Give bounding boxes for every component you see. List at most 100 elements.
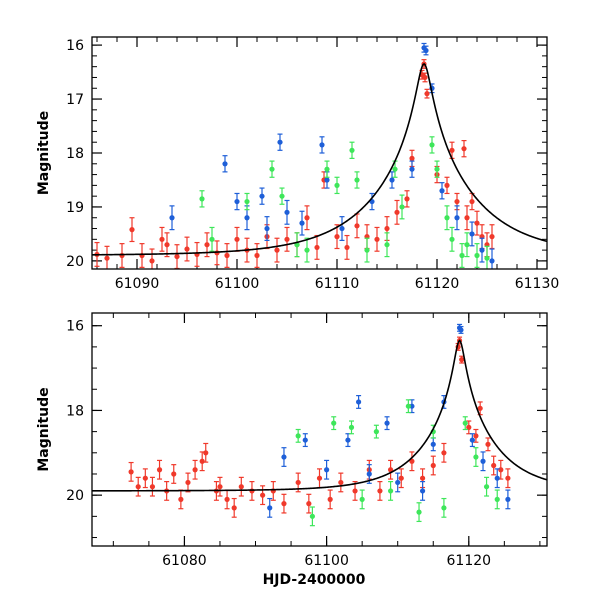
data-point-red [159, 236, 165, 242]
data-point-red [374, 236, 380, 242]
data-point-red [409, 155, 415, 161]
data-point-red [344, 244, 350, 251]
series-green [295, 399, 500, 527]
data-point-blue [267, 505, 273, 511]
data-layer [92, 323, 547, 527]
y-axis-label: Magnitude [36, 387, 52, 471]
data-point-red [281, 501, 287, 507]
y-tick-label: 16 [66, 38, 84, 54]
data-point-red [171, 471, 177, 477]
data-point-red [178, 496, 184, 502]
data-point-red [249, 488, 255, 494]
data-point-green [331, 420, 337, 426]
data-point-red [464, 215, 470, 221]
data-point-blue [469, 437, 475, 443]
data-point-red [314, 244, 320, 251]
data-point-green [434, 166, 440, 172]
data-point-green [199, 196, 205, 202]
data-point-blue [339, 225, 345, 232]
data-point-red [354, 223, 360, 229]
data-point-blue [423, 47, 429, 54]
data-point-blue [324, 467, 330, 473]
data-point-green [473, 454, 479, 460]
data-point-green [429, 142, 435, 148]
data-point-red [449, 147, 455, 153]
data-point-red [204, 242, 210, 248]
data-point-red [338, 479, 344, 486]
data-point-blue [505, 496, 511, 502]
data-point-red [231, 505, 237, 511]
data-point-green [405, 403, 411, 409]
data-point-blue [469, 231, 475, 237]
y-tick-label: 19 [66, 200, 84, 216]
data-point-red [409, 458, 415, 464]
data-point-green [474, 252, 480, 259]
data-point-blue [222, 161, 228, 167]
data-point-red [149, 484, 156, 490]
data-point-green [387, 488, 394, 494]
data-point-red [327, 496, 333, 502]
data-point-blue [264, 225, 270, 232]
data-point-red [217, 484, 223, 490]
data-point-green [494, 496, 500, 502]
data-point-green [441, 505, 447, 511]
data-point-red [192, 467, 198, 473]
data-point-red [129, 227, 135, 233]
y-tick-label: 17 [66, 92, 84, 108]
data-point-green [364, 247, 370, 253]
data-point-blue [244, 215, 250, 221]
data-point-red [142, 475, 148, 481]
series-red [94, 59, 495, 269]
x-tick-label: 61100 [215, 276, 260, 292]
y-tick-label: 20 [66, 488, 84, 504]
data-layer [92, 42, 547, 269]
data-point-green [269, 166, 275, 172]
data-point-red [156, 467, 163, 473]
bottom-panel: 61080 61100 61120 16 18 20 Magnitude [36, 312, 548, 569]
data-point-green [304, 247, 310, 253]
data-point-red [404, 196, 410, 202]
data-point-red [377, 488, 383, 494]
data-point-green [359, 496, 365, 502]
data-point-red [441, 450, 447, 456]
data-point-red [254, 252, 260, 259]
data-point-blue [439, 188, 445, 194]
data-point-red [469, 198, 475, 205]
data-point-green [373, 429, 379, 435]
data-point-red [461, 146, 467, 152]
data-point-green [324, 166, 330, 172]
x-axis-label: HJD-2400000 [263, 572, 366, 588]
data-point-green [334, 182, 340, 188]
data-point-red [224, 496, 230, 502]
data-point-red [394, 209, 400, 215]
data-point-red [234, 236, 240, 242]
data-point-green [464, 242, 470, 248]
series-blue [267, 323, 511, 518]
x-tick-label: 61090 [115, 276, 160, 292]
data-point-red [477, 405, 483, 411]
data-point-green [384, 242, 390, 248]
data-point-green [449, 236, 455, 242]
data-point-blue [409, 403, 415, 409]
data-point-red [306, 501, 312, 507]
data-point-red [185, 479, 191, 486]
data-point-blue [345, 437, 351, 443]
data-point-green [392, 166, 398, 172]
data-point-green [484, 255, 490, 261]
data-point-blue [494, 475, 500, 481]
data-point-red [199, 458, 205, 464]
plot-frame [91, 312, 548, 547]
data-point-red [164, 242, 170, 248]
data-point-green [483, 484, 490, 490]
data-point-red [505, 475, 511, 481]
data-point-blue [281, 454, 287, 460]
data-point-red [422, 74, 428, 81]
data-point-green [444, 215, 450, 221]
data-point-blue [169, 215, 175, 221]
y-axis-label: Magnitude [36, 111, 52, 195]
data-point-red [466, 424, 472, 430]
data-point-blue [409, 166, 415, 172]
series-blue [169, 42, 495, 269]
data-point-red [474, 220, 480, 226]
